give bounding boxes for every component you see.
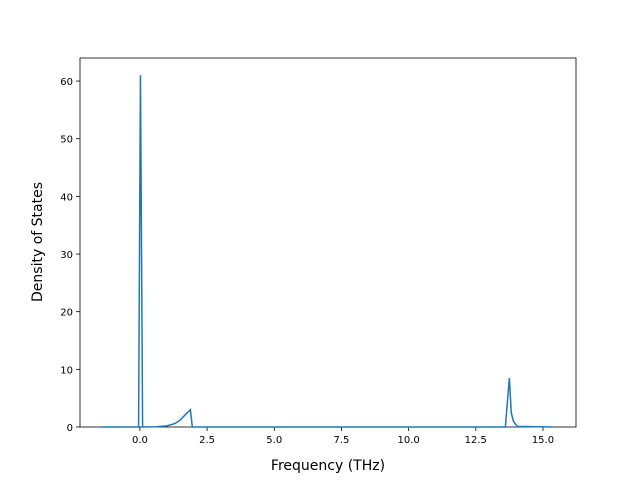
x-tick-label: 7.5 [333,435,349,446]
x-tick-label: 2.5 [199,435,215,446]
x-tick-label: 0.0 [132,435,148,446]
x-tick-label: 5.0 [266,435,282,446]
y-tick-label: 60 [60,77,73,88]
x-tick-label: 12.5 [465,435,487,446]
y-axis-label: Density of States [30,182,46,302]
y-tick-label: 10 [60,365,73,376]
y-tick-label: 20 [60,308,73,319]
plot-frame [79,57,577,428]
line [102,75,553,428]
x-tick-label: 15.0 [532,435,554,446]
y-tick-label: 0 [67,423,73,434]
y-tick-label: 30 [60,250,73,261]
x-tick-label: 10.0 [397,435,419,446]
y-tick-label: 40 [60,192,73,203]
y-tick-label: 50 [60,135,73,146]
x-axis-label: Frequency (THz) [271,458,385,474]
